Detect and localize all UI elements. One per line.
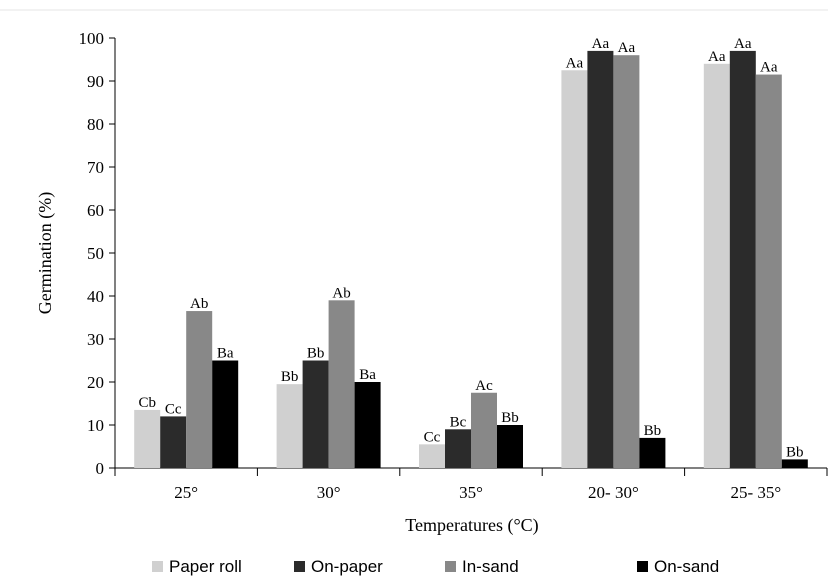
bar-label: Bb (786, 444, 804, 460)
bar (755, 74, 782, 469)
bar-label: Bb (501, 410, 519, 426)
bar (160, 416, 187, 468)
y-tick-label: 50 (87, 244, 104, 263)
bar-label: Ba (359, 367, 376, 383)
bar-label: Bc (450, 414, 467, 430)
bar (186, 311, 213, 468)
bar (703, 63, 730, 469)
bars-group (134, 50, 808, 469)
x-tick-label: 35° (459, 483, 483, 502)
bar (354, 382, 381, 468)
bar-label: Aa (708, 49, 726, 65)
y-tick-label: 60 (87, 201, 104, 220)
legend-swatch (637, 561, 648, 572)
bar-labels-group: Cb Bb Cc Aa Aa Cc Bb Bc Aa Aa Ab Ab Ac Aa Aa Ba Ba Bb Bb Bb (138, 36, 804, 460)
bar-label: Aa (566, 55, 584, 71)
bar-label: Aa (760, 60, 778, 76)
bar (276, 384, 303, 468)
bar (445, 429, 471, 468)
y-tick-label: 0 (96, 459, 105, 478)
legend-label: Paper roll (169, 557, 242, 576)
y-tick-label: 20 (87, 373, 104, 392)
bar-label: Bb (281, 369, 299, 385)
x-axis-title: Temperatures (°C) (405, 515, 538, 536)
legend: Paper roll On-paper In-sand On-sand (152, 557, 719, 576)
legend-label: On-paper (311, 557, 383, 576)
y-tick-label: 100 (79, 29, 105, 48)
bar (781, 459, 808, 468)
bar (302, 360, 329, 468)
bar-label: Cc (424, 429, 441, 445)
legend-swatch (294, 561, 305, 572)
bar (497, 425, 523, 468)
bar (729, 50, 756, 469)
y-tick-label: 80 (87, 115, 104, 134)
bar-label: Ab (332, 285, 350, 301)
x-tick-label: 25° (174, 483, 198, 502)
y-tick-label: 10 (87, 416, 104, 435)
bar (471, 392, 497, 468)
y-tick-label: 90 (87, 72, 104, 91)
bar (613, 55, 640, 468)
x-axis: 25° 30° 35° 20- 30° 25- 35° (114, 467, 828, 502)
bar (419, 444, 445, 468)
bar (561, 70, 588, 468)
x-tick-label: 20- 30° (588, 483, 639, 502)
y-axis-title: Germination (%) (35, 192, 56, 314)
legend-swatch (152, 561, 163, 572)
y-tick-label: 40 (87, 287, 104, 306)
bar-label: Cc (165, 401, 182, 417)
bar-label: Aa (618, 40, 636, 56)
bar-label: Cb (138, 395, 156, 411)
x-tick-label: 30° (317, 483, 341, 502)
bar-label: Bb (644, 423, 662, 439)
y-tick-label: 30 (87, 330, 104, 349)
bar-label: Bb (307, 346, 325, 362)
bar-label: Ba (217, 346, 234, 362)
legend-label: On-sand (654, 557, 719, 576)
legend-label: In-sand (462, 557, 519, 576)
bar (639, 437, 666, 468)
x-tick-label: 25- 35° (730, 483, 781, 502)
bar (587, 50, 614, 469)
bar (328, 300, 355, 468)
y-axis: 0 10 20 30 40 50 60 70 80 90 100 (79, 29, 116, 478)
bar (212, 360, 239, 468)
y-tick-label: 70 (87, 158, 104, 177)
bar-label: Aa (592, 36, 610, 52)
bar (134, 409, 161, 468)
bar-label: Ab (190, 296, 208, 312)
bar-label: Aa (734, 36, 752, 52)
legend-swatch (445, 561, 456, 572)
bar-label: Ac (475, 378, 493, 394)
